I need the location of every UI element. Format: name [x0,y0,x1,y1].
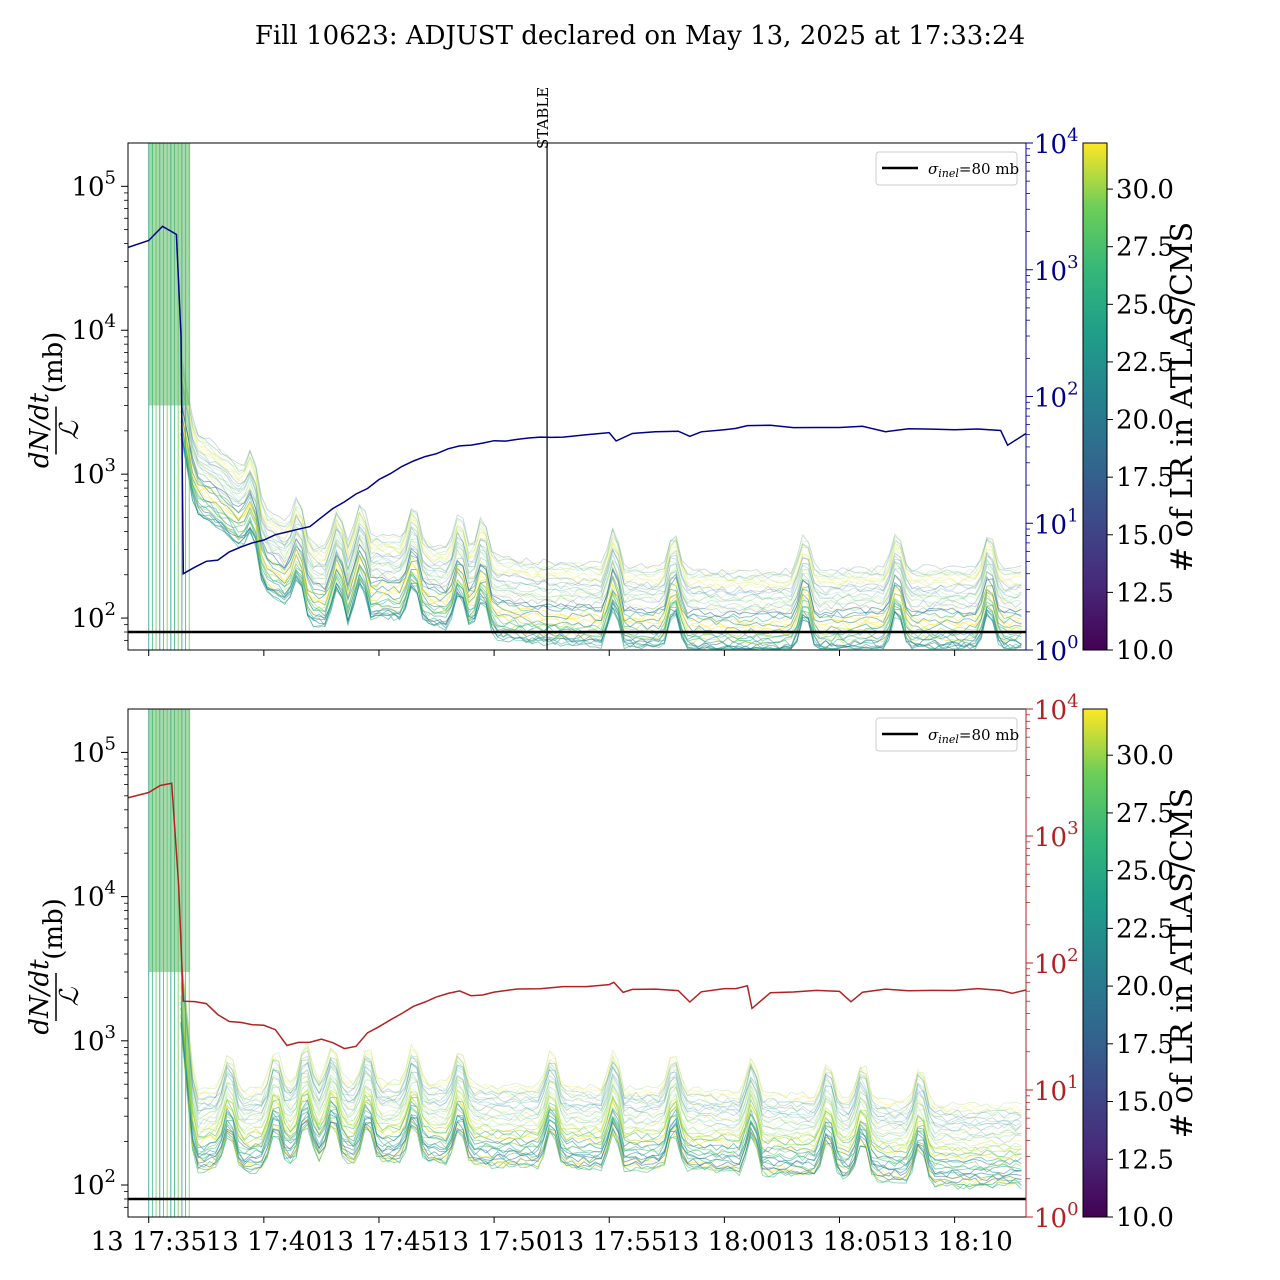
injection-spikes [148,143,191,650]
right-y-ticks: 100 101 102 103 104 [1025,691,1079,1234]
y-tick-label: 102 [71,599,116,634]
colorbar-tick-label: 10.0 [1116,636,1174,666]
svg-text:(mb): (mb) [39,332,69,394]
x-tick-label: 13 17:55 [551,1227,667,1257]
x-tick-label: 13 17:45 [321,1227,437,1257]
colorbar-label: # of LR in ATLAS/CMS [1165,222,1200,572]
injection-spikes [148,709,191,1217]
colorbar-tick-label: 27.5 [1116,233,1174,263]
colorbar: 10.0 12.5 15.0 17.5 20.0 22.5 25.0 27.5 30.0 # o… [1082,708,1200,1233]
colorbar-tick-label: 30.0 [1116,741,1174,771]
colorbar-tick-label: 12.5 [1116,578,1174,608]
figure-title: Fill 10623: ADJUST declared on May 13, 2… [255,21,1025,51]
y2-tick-label: 100 [1034,1199,1079,1234]
left-y-ticks: 102 103 104 105 [71,733,128,1208]
y-tick-label: 104 [71,878,116,913]
svg-text:dN/dt: dN/dt [25,392,55,468]
colorbar-label: # of LR in ATLAS/CMS [1165,788,1200,1138]
y2-tick-label: 102 [1034,945,1079,980]
colorbar-ticks: 10.0 12.5 15.0 17.5 20.0 22.5 25.0 27.5 30.0 [1107,175,1174,666]
legend: σinel=80 mb [875,717,1019,752]
colorbar-tick-label: 30.0 [1116,175,1174,205]
colorbar-tick-label: 20.0 [1116,972,1174,1002]
colorbar-tick-label: 20.0 [1116,406,1174,436]
y2-tick-label: 102 [1034,379,1079,414]
right-axis-series [128,782,1026,1050]
x-ticks [148,650,956,656]
y-tick-label: 102 [71,1166,116,1201]
y-tick-label: 105 [71,733,116,768]
y2-tick-label: 103 [1034,818,1079,853]
colorbar-tick-label: 25.0 [1116,290,1174,320]
colorbar-tick-label: 17.5 [1116,463,1174,493]
y-tick-label: 105 [71,167,116,202]
x-tick-label: 13 18:10 [896,1227,1012,1257]
y2-tick-label: 101 [1034,1072,1079,1107]
legend: σinel=80 mb [875,151,1019,186]
svg-text:dN/dt: dN/dt [25,959,55,1035]
y-tick-label: 103 [71,1022,116,1057]
x-tick-label: 13 17:40 [206,1227,322,1257]
x-tick-label: 13 18:05 [781,1227,897,1257]
colorbar-tick-label: 22.5 [1116,348,1174,378]
y2-tick-label: 104 [1034,125,1079,160]
colorbar: 10.0 12.5 15.0 17.5 20.0 22.5 25.0 27.5 30.0 # o… [1082,142,1200,666]
x-tick-label: 13 18:00 [666,1227,782,1257]
rate-curves-band [180,352,1022,650]
left-y-ticks: 102 103 104 105 [71,167,128,641]
colorbar-tick-label: 12.5 [1116,1145,1174,1175]
y2-tick-label: 103 [1034,252,1079,287]
y-axis-label: dN/dt ℒ (mb) [25,332,85,468]
colorbar-ticks: 10.0 12.5 15.0 17.5 20.0 22.5 25.0 27.5 30.0 [1107,741,1174,1233]
y2-tick-label: 101 [1034,505,1079,540]
svg-text:ℒ: ℒ [55,986,85,1006]
colorbar-tick-label: 25.0 [1116,857,1174,887]
svg-text:(mb): (mb) [39,898,69,960]
top-panel: STABLE 102 103 104 105 100 101 102 103 104 dN/d… [25,87,1200,667]
y2-tick-label: 104 [1034,691,1079,726]
svg-text:ℒ: ℒ [55,420,85,440]
colorbar-tick-label: 15.0 [1116,1088,1174,1118]
colorbar-tick-label: 22.5 [1116,914,1174,944]
y-tick-label: 103 [71,455,116,490]
legend-label: σinel=80 mb [928,160,1019,180]
colorbar-tick-label: 17.5 [1116,1030,1174,1060]
colorbar-tick-label: 10.0 [1116,1203,1174,1233]
right-y-ticks: 100 101 102 103 104 [1025,125,1079,667]
colorbar-tick-label: 15.0 [1116,521,1174,551]
y2-tick-label: 100 [1034,632,1079,667]
rate-curves-band [180,949,1022,1190]
y-axis-label: dN/dt ℒ (mb) [25,898,85,1034]
stable-marker-label: STABLE [534,87,552,149]
legend-label: σinel=80 mb [928,726,1019,746]
x-tick-label: 13 17:35 [91,1227,207,1257]
colorbar-tick-label: 27.5 [1116,799,1174,829]
y-tick-label: 104 [71,311,116,346]
x-tick-label: 13 17:50 [436,1227,552,1257]
right-axis-series [128,225,1026,575]
